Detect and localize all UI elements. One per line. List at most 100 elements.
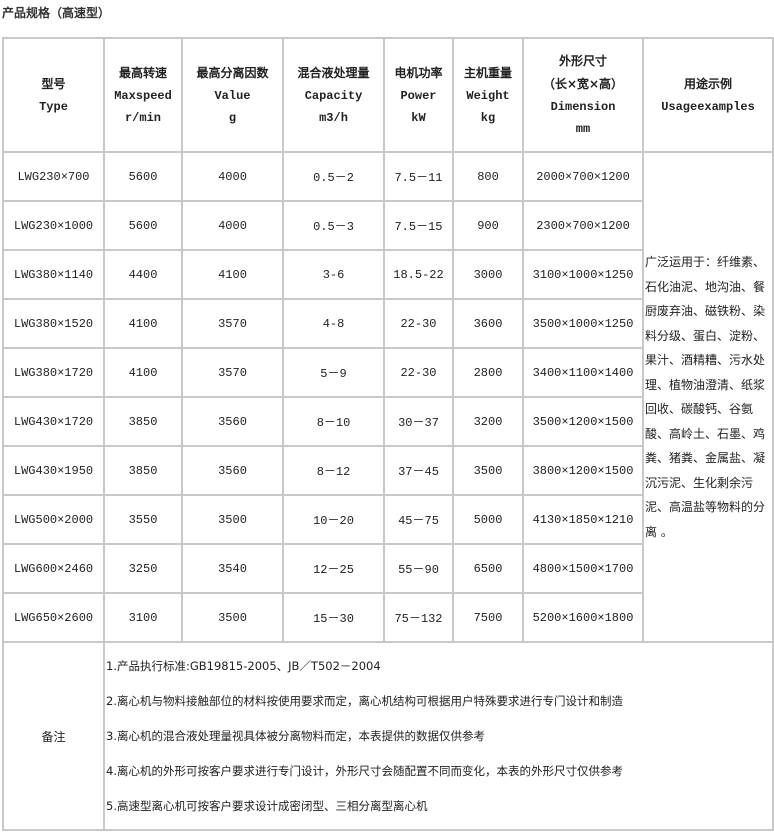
cell-dimension: 5200×1600×1800 [522, 592, 644, 643]
cell-weight: 2800 [452, 347, 524, 398]
table-row: LWG230×1000 5600 4000 0.5－3 7.5－15 900 2300×70… [2, 200, 773, 251]
cell-capacity: 10－20 [282, 494, 385, 545]
cell-capacity: 0.5－2 [282, 151, 385, 202]
cell-value: 4000 [181, 151, 284, 202]
cell-value: 4100 [181, 249, 284, 300]
cell-type: LWG430×1720 [2, 396, 105, 447]
cell-value: 3500 [181, 494, 284, 545]
cell-maxspeed: 3250 [103, 543, 183, 594]
cell-type: LWG380×1720 [2, 347, 105, 398]
note-item: 2.离心机与物料接触部位的材料按使用要求而定，离心机结构可根据用户特殊要求进行专… [106, 693, 623, 708]
cell-power: 55－90 [383, 543, 454, 594]
header-type: 型号 Type [2, 37, 105, 153]
cell-type: LWG230×700 [2, 151, 105, 202]
cell-value: 3500 [181, 592, 284, 643]
cell-capacity: 12－25 [282, 543, 385, 594]
cell-capacity: 8－10 [282, 396, 385, 447]
cell-power: 75－132 [383, 592, 454, 643]
cell-value: 3570 [181, 298, 284, 349]
note-item: 1.产品执行标准:GB19815-2005、JB／T502－2004 [106, 658, 381, 673]
cell-weight: 3000 [452, 249, 524, 300]
cell-maxspeed: 3850 [103, 396, 183, 447]
header-value: 最高分离因数 Value g [181, 37, 284, 153]
spec-table: 型号 Type 最高转速 Maxspeed r/min 最高分离因数 Value g 混合… [2, 37, 774, 831]
cell-weight: 3200 [452, 396, 524, 447]
cell-weight: 3600 [452, 298, 524, 349]
cell-power: 7.5－15 [383, 200, 454, 251]
cell-dimension: 3500×1200×1500 [522, 396, 644, 447]
cell-maxspeed: 4100 [103, 298, 183, 349]
table-row: LWG380×1520 4100 3570 4-8 22-30 3600 3500×1000… [2, 298, 773, 349]
cell-maxspeed: 3100 [103, 592, 183, 643]
header-weight: 主机重量 Weight kg [452, 37, 524, 153]
header-capacity: 混合液处理量 Capacity m3/h [282, 37, 385, 153]
cell-value: 3560 [181, 445, 284, 496]
cell-weight: 900 [452, 200, 524, 251]
cell-power: 45－75 [383, 494, 454, 545]
cell-maxspeed: 3850 [103, 445, 183, 496]
notes-row: 备注 1.产品执行标准:GB19815-2005、JB／T502－2004 2.离心… [2, 641, 774, 831]
cell-dimension: 3500×1000×1250 [522, 298, 644, 349]
cell-dimension: 3100×1000×1250 [522, 249, 644, 300]
table-row: LWG650×2600 3100 3500 15－30 75－132 7500 5200×1… [2, 592, 773, 643]
table-row: LWG430×1720 3850 3560 8－10 30－37 3200 3500×120… [2, 396, 773, 447]
table-row: LWG230×700 5600 4000 0.5－2 7.5－11 800 2000×700… [2, 151, 774, 643]
note-item: 3.离心机的混合液处理量视具体被分离物料而定，本表提供的数据仅供参考 [106, 728, 485, 743]
cell-power: 37－45 [383, 445, 454, 496]
header-row: 型号 Type 最高转速 Maxspeed r/min 最高分离因数 Value g 混合… [2, 37, 774, 153]
cell-power: 18.5-22 [383, 249, 454, 300]
cell-dimension: 3800×1200×1500 [522, 445, 644, 496]
cell-capacity: 4-8 [282, 298, 385, 349]
cell-weight: 800 [452, 151, 524, 202]
cell-power: 22-30 [383, 347, 454, 398]
cell-power: 22-30 [383, 298, 454, 349]
cell-weight: 3500 [452, 445, 524, 496]
header-maxspeed: 最高转速 Maxspeed r/min [103, 37, 183, 153]
cell-capacity: 15－30 [282, 592, 385, 643]
cell-power: 7.5－11 [383, 151, 454, 202]
cell-dimension: 2300×700×1200 [522, 200, 644, 251]
cell-type: LWG430×1950 [2, 445, 105, 496]
cell-value: 3570 [181, 347, 284, 398]
cell-value: 3560 [181, 396, 284, 447]
cell-capacity: 5－9 [282, 347, 385, 398]
table-row: LWG500×2000 3550 3500 10－20 45－75 5000 4130×18… [2, 494, 773, 545]
cell-capacity: 0.5－3 [282, 200, 385, 251]
cell-weight: 7500 [452, 592, 524, 643]
cell-type: LWG650×2600 [2, 592, 105, 643]
cell-maxspeed: 5600 [103, 151, 183, 202]
cell-weight: 6500 [452, 543, 524, 594]
notes-list: 1.产品执行标准:GB19815-2005、JB／T502－2004 2.离心机与… [103, 641, 774, 831]
cell-type: LWG600×2460 [2, 543, 105, 594]
note-item: 4.离心机的外形可按客户要求进行专门设计，外形尺寸会随配置不同而变化，本表的外形… [106, 763, 623, 778]
notes-label: 备注 [2, 641, 105, 831]
table-row: LWG380×1140 4400 4100 3-6 18.5-22 3000 3100×10… [2, 249, 773, 300]
cell-maxspeed: 3550 [103, 494, 183, 545]
cell-dimension: 4800×1500×1700 [522, 543, 644, 594]
cell-weight: 5000 [452, 494, 524, 545]
usage-examples: 广泛运用于：纤维素、石化油泥、地沟油、餐厨废弃油、磁铁粉、染料分级、蛋白、淀粉、… [642, 151, 774, 643]
cell-type: LWG230×1000 [2, 200, 105, 251]
cell-capacity: 3-6 [282, 249, 385, 300]
cell-value: 4000 [181, 200, 284, 251]
cell-maxspeed: 4400 [103, 249, 183, 300]
cell-dimension: 4130×1850×1210 [522, 494, 644, 545]
cell-value: 3540 [181, 543, 284, 594]
cell-type: LWG380×1520 [2, 298, 105, 349]
cell-type: LWG500×2000 [2, 494, 105, 545]
header-dimension: 外形尺寸 （长×宽×高） Dimension mm [522, 37, 644, 153]
cell-maxspeed: 4100 [103, 347, 183, 398]
cell-type: LWG380×1140 [2, 249, 105, 300]
note-item: 5.高速型离心机可按客户要求设计成密闭型、三相分离型离心机 [106, 798, 428, 813]
cell-dimension: 2000×700×1200 [522, 151, 644, 202]
cell-capacity: 8－12 [282, 445, 385, 496]
cell-power: 30－37 [383, 396, 454, 447]
page-title: 产品规格（高速型） [2, 6, 111, 20]
table-row: LWG380×1720 4100 3570 5－9 22-30 2800 3400×1100… [2, 347, 773, 398]
table-row: LWG430×1950 3850 3560 8－12 37－45 3500 3800×120… [2, 445, 773, 496]
cell-maxspeed: 5600 [103, 200, 183, 251]
cell-dimension: 3400×1100×1400 [522, 347, 644, 398]
table-row: LWG600×2460 3250 3540 12－25 55－90 6500 4800×15… [2, 543, 773, 594]
header-usage: 用途示例 Usageexamples [642, 37, 774, 153]
header-power: 电机功率 Power kW [383, 37, 454, 153]
